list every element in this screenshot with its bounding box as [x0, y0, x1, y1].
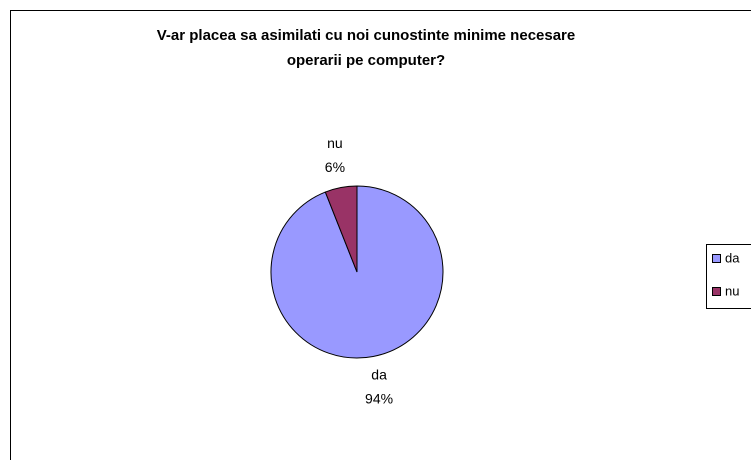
legend-swatch [712, 254, 721, 263]
chart-title: V-ar placea sa asimilati cu noi cunostin… [157, 27, 576, 44]
slice-category-label: nu [327, 135, 343, 151]
slice-value-label: 94% [365, 390, 393, 406]
legend-swatch [712, 287, 721, 296]
legend-label: nu [725, 283, 739, 298]
pie-slice [324, 185, 358, 273]
chart-title: operarii pe computer? [287, 52, 445, 69]
legend-label: da [725, 250, 740, 265]
slice-category-label: da [371, 366, 387, 382]
slice-value-label: 6% [325, 159, 345, 175]
